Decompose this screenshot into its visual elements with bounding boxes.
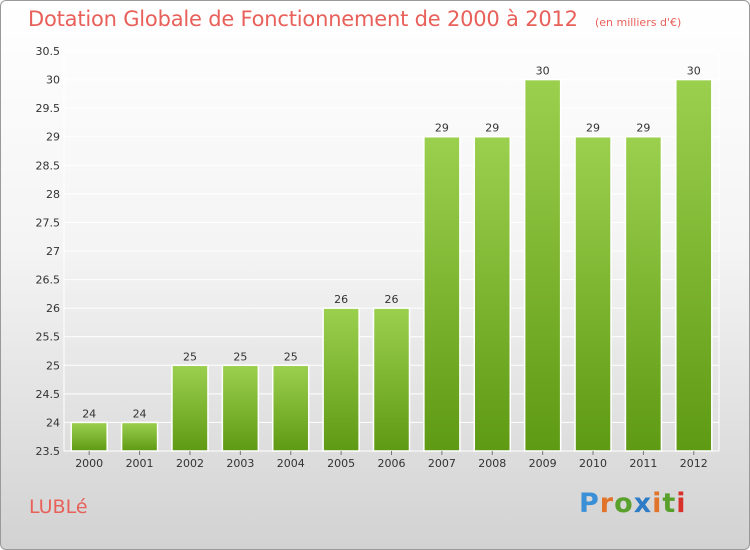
y-tick-label: 26 — [46, 302, 60, 315]
data-label: 29 — [636, 122, 650, 135]
logo-letter: t — [662, 488, 677, 519]
y-tick-label: 28 — [46, 188, 60, 201]
bar — [675, 78, 713, 452]
data-label: 25 — [284, 350, 298, 363]
data-label: 24 — [133, 407, 147, 420]
data-label: 29 — [435, 122, 449, 135]
proxiti-logo[interactable]: Proxiti — [579, 488, 687, 519]
y-axis: 23.5 24 24.5 25 25.5 26 26.5 27 27.5 28 28.5 29 29.5… — [36, 45, 61, 458]
bar — [423, 135, 461, 452]
chart-title: Dotation Globale de Fonctionnement de 20… — [28, 7, 578, 31]
y-tick-label: 24.5 — [36, 388, 61, 401]
logo-letter: x — [633, 488, 653, 519]
title-row: Dotation Globale de Fonctionnement de 20… — [28, 7, 681, 31]
y-tick-label: 28.5 — [36, 159, 61, 172]
bar — [574, 135, 612, 452]
y-tick-label: 30 — [46, 74, 60, 87]
y-tick-label: 30.5 — [36, 45, 61, 58]
x-tick-label: 2003 — [226, 457, 254, 470]
data-label: 29 — [586, 122, 600, 135]
data-label: 29 — [485, 122, 499, 135]
data-label: 24 — [82, 407, 96, 420]
x-tick-label: 2005 — [327, 457, 355, 470]
y-tick-label: 29.5 — [36, 102, 61, 115]
bar — [120, 421, 159, 452]
y-tick-label: 27.5 — [36, 216, 61, 229]
x-tick-label: 2012 — [680, 457, 708, 470]
logo-letter: i — [676, 488, 687, 519]
x-tick-label: 2007 — [428, 457, 456, 470]
bar — [523, 78, 562, 452]
x-tick-label: 2000 — [75, 457, 103, 470]
y-tick-label: 29 — [46, 131, 60, 144]
bar — [70, 421, 108, 452]
y-tick-label: 25.5 — [36, 331, 61, 344]
logo-letter: o — [614, 488, 634, 519]
y-tick-label: 23.5 — [36, 445, 61, 458]
logo-letter: P — [579, 488, 600, 519]
chart-unit: (en milliers d'€) — [594, 16, 682, 29]
bar — [171, 364, 209, 452]
data-label: 26 — [334, 293, 348, 306]
y-tick-label: 25 — [46, 359, 60, 372]
y-tick-label: 26.5 — [36, 274, 61, 287]
data-label: 25 — [183, 350, 197, 363]
logo-letter: i — [652, 488, 663, 519]
logo-letter: r — [599, 488, 615, 519]
bars-layer: 24 24 25 25 25 26 26 29 29 30 29 29 30 — [70, 65, 713, 452]
bar — [322, 307, 360, 452]
x-tick-label: 2002 — [176, 457, 204, 470]
y-tick-label: 24 — [46, 416, 60, 429]
commune-name: LUBLé — [29, 496, 88, 518]
bar — [221, 364, 260, 452]
bar — [473, 135, 512, 452]
data-label: 30 — [687, 65, 701, 78]
data-label: 30 — [536, 65, 550, 78]
x-tick-label: 2009 — [529, 457, 557, 470]
bar — [271, 364, 310, 452]
x-tick-label: 2001 — [126, 457, 154, 470]
data-label: 25 — [233, 350, 247, 363]
x-tick-label: 2008 — [478, 457, 506, 470]
x-tick-label: 2010 — [579, 457, 607, 470]
x-tick-label: 2011 — [629, 457, 657, 470]
x-axis: 2000 2001 2002 2003 2004 2005 2006 2007 2008 2009… — [75, 451, 708, 470]
y-tick-label: 27 — [46, 245, 60, 258]
x-tick-label: 2004 — [277, 457, 305, 470]
data-label: 26 — [385, 293, 399, 306]
bar — [624, 135, 663, 452]
x-tick-label: 2006 — [378, 457, 406, 470]
bar — [372, 307, 411, 452]
